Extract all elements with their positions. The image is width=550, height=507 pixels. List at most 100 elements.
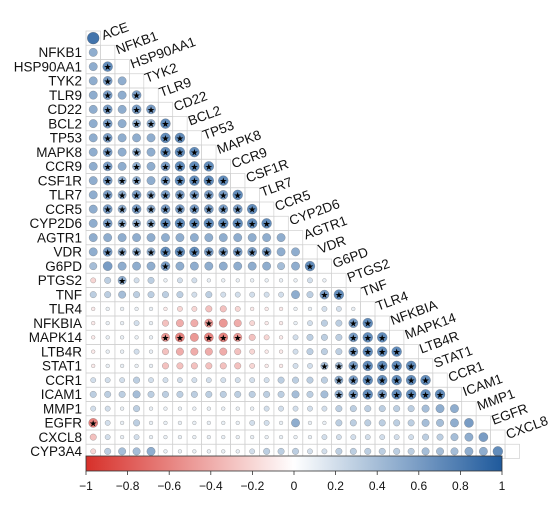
correlation-circle [102, 218, 113, 229]
correlation-circle [146, 133, 156, 143]
correlation-circle [320, 390, 329, 399]
significance-star: ★ [176, 248, 184, 258]
correlation-circle [133, 376, 140, 384]
significance-star: ★ [320, 362, 328, 372]
grid-cell [186, 130, 202, 146]
correlation-circle [291, 390, 300, 399]
correlation-circle [362, 346, 373, 357]
significance-star: ★ [190, 206, 198, 216]
significance-star: ★ [161, 149, 169, 159]
significance-star: ★ [161, 191, 169, 201]
correlation-circle [292, 363, 299, 369]
correlation-circle [206, 377, 212, 383]
correlation-circle [293, 435, 298, 440]
correlation-circle [218, 261, 228, 271]
correlation-circle [206, 278, 211, 283]
colorbar: −1 −0.8 −0.6 −0.4 −0.2 0 0.2 0.4 0.6 0.8 1 [79, 455, 506, 493]
correlation-circle [377, 346, 388, 357]
correlation-circle [190, 261, 199, 271]
correlation-circle [118, 391, 126, 398]
significance-star: ★ [104, 120, 112, 130]
correlation-circle [279, 335, 284, 340]
correlation-circle [206, 435, 211, 440]
correlation-circle [292, 348, 299, 355]
correlation-circle [362, 318, 373, 329]
significance-star: ★ [190, 163, 198, 173]
correlation-circle [117, 119, 127, 128]
row-label: TP53 [50, 131, 82, 146]
correlation-circle [306, 376, 314, 384]
correlation-circle [263, 334, 270, 341]
colorbar-tick-label: 0 [291, 479, 298, 493]
correlation-circle [133, 405, 140, 412]
significance-star: ★ [161, 263, 169, 273]
significance-star: ★ [118, 277, 126, 287]
significance-star: ★ [219, 220, 227, 230]
correlation-circle [450, 404, 459, 413]
significance-star: ★ [104, 63, 112, 73]
colorbar-tick-label: 0.4 [369, 479, 386, 493]
correlation-circle [393, 434, 400, 440]
correlation-circle [104, 377, 111, 383]
significance-star: ★ [118, 206, 126, 216]
correlation-circle [131, 90, 142, 100]
grid-cell [418, 358, 434, 374]
correlation-circle [321, 334, 328, 341]
correlation-circle [292, 448, 299, 455]
correlation-circle [191, 277, 198, 284]
correlation-circle [132, 219, 141, 228]
correlation-circle [163, 406, 168, 411]
significance-star: ★ [104, 248, 112, 258]
correlation-circle [292, 405, 299, 412]
significance-star: ★ [190, 191, 198, 201]
correlation-circle [436, 419, 444, 427]
correlation-circle [407, 448, 415, 455]
correlation-circle [192, 406, 197, 411]
row-label: MAPK8 [36, 145, 82, 160]
correlation-circle [248, 391, 256, 398]
significance-star: ★ [335, 362, 343, 372]
correlation-circle [218, 175, 229, 186]
correlation-circle [219, 305, 227, 313]
correlation-circle [160, 147, 171, 158]
correlation-circle [175, 204, 185, 214]
correlation-circle [219, 362, 227, 370]
correlation-circle [132, 147, 141, 157]
correlation-circle [421, 419, 430, 427]
correlation-circle [132, 119, 141, 128]
significance-star: ★ [378, 348, 386, 358]
grid-cell [461, 401, 477, 417]
significance-star: ★ [104, 177, 112, 187]
correlation-circle [391, 360, 402, 371]
correlation-circle [177, 306, 183, 312]
correlation-circle [133, 320, 140, 326]
colorbar-tick-label: −0.8 [116, 479, 140, 493]
colorbar-tick-label: −0.6 [157, 479, 181, 493]
correlation-circle [249, 377, 255, 383]
correlation-circle [105, 349, 110, 354]
row-label: CCR9 [45, 159, 82, 174]
correlation-circle [163, 278, 168, 283]
correlation-circle [306, 391, 314, 398]
significance-star: ★ [161, 120, 169, 130]
correlation-circle [221, 420, 226, 425]
significance-star: ★ [161, 177, 169, 187]
correlation-circle [247, 218, 258, 229]
correlation-circle [117, 133, 127, 143]
correlation-circle [90, 377, 96, 383]
significance-star: ★ [104, 163, 112, 173]
correlation-circle [277, 391, 285, 398]
correlation-circle [88, 204, 98, 214]
correlation-circle [91, 335, 96, 340]
correlation-circle [247, 233, 257, 242]
significance-star: ★ [176, 177, 184, 187]
correlation-circle [149, 321, 154, 326]
correlation-circle [146, 447, 156, 456]
correlation-circle [365, 434, 371, 440]
correlation-circle [406, 389, 417, 400]
significance-star: ★ [161, 220, 169, 230]
row-label: CSF1R [38, 173, 83, 188]
correlation-circle [321, 434, 328, 440]
correlation-circle [134, 363, 139, 368]
significance-star: ★ [378, 377, 386, 387]
